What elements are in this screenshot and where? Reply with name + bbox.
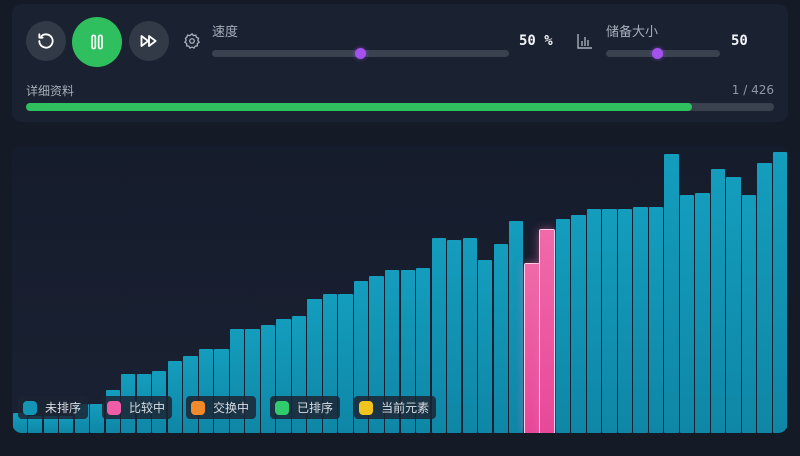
legend-swatch [275, 400, 290, 415]
array-bar [43, 416, 58, 433]
array-bar [416, 268, 431, 433]
array-bar [28, 416, 43, 433]
legend-item: 当前元素 [354, 396, 437, 419]
array-bar [741, 195, 757, 433]
array-bar [338, 294, 353, 433]
array-bar [586, 209, 602, 433]
array-size-label: 储备大小 [606, 25, 659, 40]
array-bar [617, 209, 633, 433]
legend-swatch [359, 400, 374, 415]
array-bar [633, 207, 648, 433]
array-bar [493, 244, 508, 433]
array-bar [648, 207, 664, 433]
fast-forward-icon [140, 35, 157, 47]
array-bar [539, 229, 556, 433]
legend-item: 未排序 [18, 396, 89, 419]
legend-item: 比较中 [102, 396, 173, 419]
control-panel: 速度 50 % 储备大小 50 详细资料 1 / 426 [12, 4, 788, 122]
legend-label: 交换中 [213, 401, 250, 415]
array-bar [198, 349, 214, 433]
legend-swatch [23, 400, 37, 415]
array-bar [757, 163, 772, 433]
array-bar [571, 215, 586, 433]
progress-fill [26, 103, 692, 111]
array-bar [353, 281, 369, 433]
sort-visualization-chart [12, 146, 788, 433]
speed-value: 50 % [519, 33, 553, 49]
array-bar [478, 260, 493, 433]
array-bar [523, 263, 540, 433]
array-bar [679, 195, 695, 433]
bar-chart-icon [577, 34, 592, 49]
reset-icon [38, 33, 54, 49]
reset-button[interactable] [26, 21, 66, 61]
progress-label: 详细资料 [26, 84, 75, 98]
array-size-slider[interactable] [606, 48, 720, 59]
array-bar [462, 238, 477, 433]
speed-slider[interactable] [212, 48, 509, 59]
legend-item: 已排序 [270, 396, 341, 419]
legend-label: 未排序 [45, 401, 82, 415]
legend-label: 当前元素 [381, 401, 430, 415]
legend-swatch [191, 400, 206, 415]
array-bar [772, 152, 788, 433]
array-bar [214, 349, 229, 433]
legend-swatch [107, 400, 122, 415]
array-bar [431, 238, 446, 433]
array-size-slider-thumb[interactable] [652, 48, 663, 59]
step-counter: 1 / 426 [731, 83, 774, 97]
array-bar [369, 276, 384, 433]
array-bar [710, 169, 726, 433]
array-bar [509, 221, 524, 433]
array-bar [400, 270, 415, 433]
array-bar [183, 356, 198, 433]
array-bar [555, 219, 570, 433]
legend-label: 比较中 [129, 401, 166, 415]
step-forward-button[interactable] [129, 21, 169, 61]
progress-bar [26, 103, 774, 111]
array-bar [695, 193, 710, 433]
gear-icon[interactable] [183, 32, 201, 50]
array-bar [384, 270, 400, 433]
pause-icon [91, 34, 103, 50]
legend-label: 已排序 [297, 401, 334, 415]
array-bar [726, 177, 741, 433]
array-size-value: 50 [731, 33, 748, 49]
array-bar [664, 154, 679, 433]
array-bar [602, 209, 617, 433]
array-bar [90, 404, 105, 433]
speed-slider-thumb[interactable] [355, 48, 366, 59]
legend: 未排序 比较中 交换中 已排序 当前元素 [18, 396, 437, 419]
pause-button[interactable] [72, 17, 122, 67]
speed-label: 速度 [212, 25, 239, 40]
legend-item: 交换中 [186, 396, 257, 419]
array-bar [59, 416, 74, 433]
array-bar [447, 240, 462, 433]
